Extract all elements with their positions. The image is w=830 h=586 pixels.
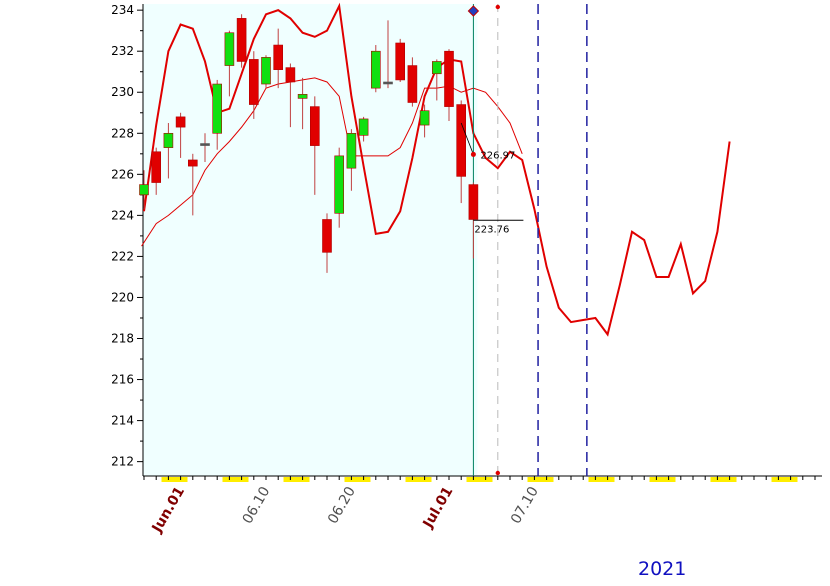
weekend-marker xyxy=(588,477,615,482)
weekend-marker xyxy=(222,477,249,482)
weekend-marker xyxy=(344,477,371,482)
candle-body xyxy=(358,118,369,136)
y-axis-ticks: 212 214 216 218 220 222 224 226 228 230 232 234 xyxy=(111,3,143,469)
weekend-marker xyxy=(466,477,493,482)
candle-body xyxy=(334,155,345,214)
candle-body xyxy=(175,116,186,128)
candle-body xyxy=(297,93,308,99)
y-tick-label: 226 xyxy=(111,167,134,181)
candle-body xyxy=(383,81,393,85)
y-tick-label: 216 xyxy=(111,373,134,387)
x-tick-label: 06.10 xyxy=(240,484,274,527)
forecast-top-dot xyxy=(495,4,500,10)
candle-body xyxy=(419,110,430,126)
candle-body xyxy=(249,59,259,105)
x-axis-ticks: Jun.01 06.10 06.20 Jul.01 07.10 xyxy=(149,484,542,536)
weekend-markers xyxy=(143,476,816,482)
candle-body xyxy=(444,50,454,107)
weekend-marker xyxy=(649,477,676,482)
forecast-bottom-dot xyxy=(495,470,500,476)
candle-body xyxy=(370,50,381,89)
candle-body xyxy=(139,184,149,196)
candle-body xyxy=(456,104,467,177)
candle-body xyxy=(468,184,479,220)
x-tick-label: 07.10 xyxy=(508,484,542,527)
current-marker xyxy=(467,5,480,17)
candle-body xyxy=(395,42,406,81)
candle-body xyxy=(273,44,284,70)
axes xyxy=(142,4,822,477)
plot-area xyxy=(143,4,478,476)
weekend-marker xyxy=(771,477,798,482)
y-tick-label: 234 xyxy=(111,3,134,17)
weekend-marker xyxy=(527,477,554,482)
candle-body xyxy=(431,61,442,75)
x-tick-label: Jul.01 xyxy=(420,484,457,532)
annotation-dot xyxy=(470,151,476,157)
candles xyxy=(139,14,479,273)
moving-average-line xyxy=(141,77,523,247)
y-tick-label: 224 xyxy=(111,208,134,222)
y-tick-label: 218 xyxy=(111,332,134,346)
candle-body xyxy=(285,67,296,83)
candle-body xyxy=(322,219,332,253)
y-tick-label: 232 xyxy=(111,44,134,58)
weekend-marker xyxy=(405,477,432,482)
candle-body xyxy=(200,143,210,146)
candle-body xyxy=(407,65,418,103)
y-tick-label: 230 xyxy=(111,85,134,99)
annotation-value-1: 226.97 xyxy=(480,150,515,161)
weekend-marker xyxy=(161,477,188,482)
candle-body xyxy=(309,106,320,146)
candle-body xyxy=(261,57,271,85)
y-tick-label: 214 xyxy=(111,414,134,428)
candle-body xyxy=(151,151,161,183)
candle-body xyxy=(188,159,198,167)
x-tick-label: 06.20 xyxy=(325,484,359,527)
weekend-marker xyxy=(710,477,737,482)
y-tick-label: 222 xyxy=(111,249,134,263)
annotation-leader xyxy=(460,122,474,155)
y-tick-label: 220 xyxy=(111,290,134,304)
year-label: 2021 xyxy=(638,558,687,580)
candle-body xyxy=(212,83,222,134)
weekend-marker xyxy=(283,477,310,482)
annotation-value-2: 223.76 xyxy=(474,224,509,235)
candle-body xyxy=(236,18,247,62)
candle-body xyxy=(163,132,174,148)
candle-body xyxy=(346,132,357,169)
annotations: 226.97 223.76 xyxy=(460,122,524,235)
y-tick-label: 212 xyxy=(111,455,134,469)
y-tick-label: 228 xyxy=(111,126,134,140)
candle-body xyxy=(224,32,235,66)
x-tick-label: Jun.01 xyxy=(149,484,188,536)
